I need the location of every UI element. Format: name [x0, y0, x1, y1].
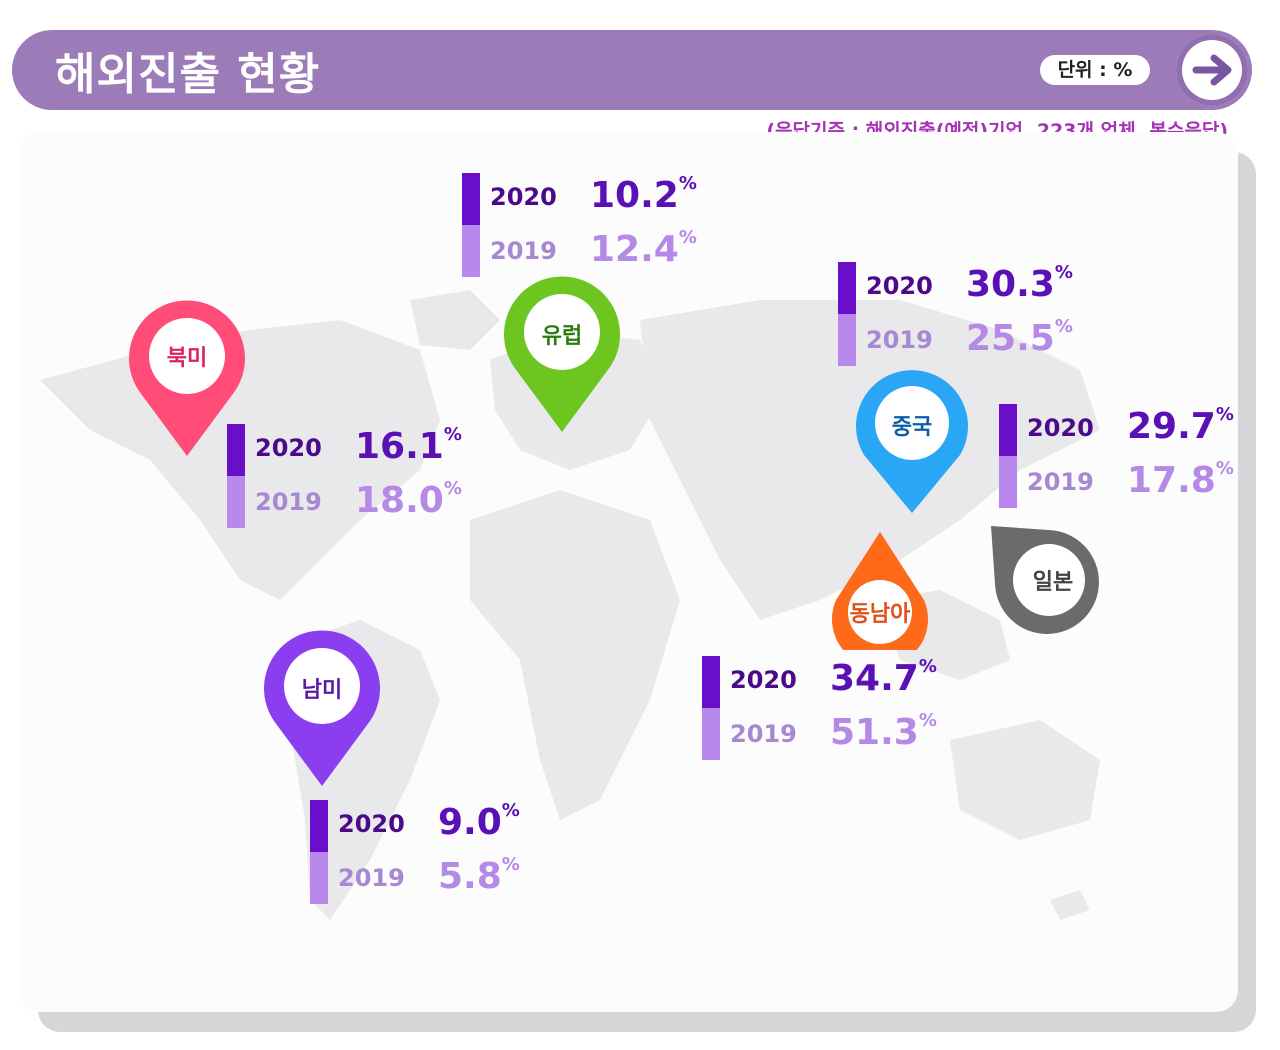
region-label-south-america: 남미: [301, 678, 343, 703]
stat-china: 2020 2019 30.3% 25.5%: [838, 262, 1088, 368]
stat-europe: 2020 2019 10.2% 12.4%: [462, 173, 712, 279]
value-2019: 12.4%: [590, 227, 697, 270]
pin-south-america: 남미: [260, 626, 384, 788]
value-2020: 29.7%: [1127, 404, 1234, 447]
page-title: 해외진출 현황: [55, 49, 321, 100]
region-label-china: 중국: [891, 415, 933, 440]
value-2019: 51.3%: [830, 710, 937, 753]
bar-2020: [227, 424, 245, 476]
year-2019-label: 2019: [338, 864, 405, 892]
bar-2019: [227, 476, 245, 528]
location-pin-icon: [832, 532, 928, 668]
map-greenland: [410, 290, 500, 350]
region-label-europe: 유럽: [541, 324, 583, 349]
location-pin-icon: [264, 630, 380, 786]
map-antarctic-islands: [1050, 890, 1090, 920]
bar-2019: [462, 225, 480, 277]
value-2019: 25.5%: [966, 316, 1073, 359]
region-label-southeast-asia: 동남아: [849, 602, 911, 627]
pin-europe: 유럽: [500, 272, 624, 434]
bar-2020: [999, 404, 1017, 456]
stat-north-america: 2020 2019 16.1% 18.0%: [227, 424, 477, 530]
pin-north-america: 북미: [125, 296, 249, 458]
value-2019: 5.8%: [438, 854, 520, 897]
year-2020-label: 2020: [255, 434, 322, 462]
year-2020-label: 2020: [490, 183, 557, 211]
year-2019-label: 2019: [490, 237, 557, 265]
arrow-right-icon: [1192, 54, 1232, 86]
map-australia: [950, 720, 1100, 840]
year-2020-label: 2020: [730, 666, 797, 694]
bar-2019: [310, 852, 328, 904]
location-pin-icon: [129, 300, 245, 456]
map-africa: [470, 490, 680, 820]
year-2019-label: 2019: [730, 720, 797, 748]
year-2019-label: 2019: [255, 488, 322, 516]
location-pin-icon: [856, 370, 968, 513]
region-label-japan: 일본: [1032, 570, 1074, 595]
bar-2019: [999, 456, 1017, 508]
bar-2020: [702, 656, 720, 708]
unit-badge: 단위 : %: [1040, 55, 1150, 85]
bar-2019: [702, 708, 720, 760]
stat-japan: 2020 2019 29.7% 17.8%: [999, 404, 1249, 510]
value-2019: 18.0%: [355, 478, 462, 521]
pin-southeast-asia: 동남아: [826, 530, 934, 668]
value-2020: 30.3%: [966, 262, 1073, 305]
bar-2020: [462, 173, 480, 225]
pin-japan: 일본: [985, 520, 1105, 634]
region-label-north-america: 북미: [166, 346, 208, 371]
stat-southeast-asia: 2020 2019 34.7% 51.3%: [702, 656, 952, 762]
value-2020: 34.7%: [830, 656, 937, 699]
year-2020-label: 2020: [866, 272, 933, 300]
year-2020-label: 2020: [1027, 414, 1094, 442]
value-2020: 9.0%: [438, 800, 520, 843]
value-2020: 16.1%: [355, 424, 462, 467]
next-arrow-button[interactable]: [1176, 34, 1248, 106]
value-2019: 17.8%: [1127, 458, 1234, 501]
location-pin-icon: [991, 526, 1099, 634]
year-2019-label: 2019: [1027, 468, 1094, 496]
value-2020: 10.2%: [590, 173, 697, 216]
bar-2020: [838, 262, 856, 314]
bar-2020: [310, 800, 328, 852]
stat-south-america: 2020 2019 9.0% 5.8%: [310, 800, 560, 906]
location-pin-icon: [504, 276, 620, 432]
bar-2019: [838, 314, 856, 366]
year-2019-label: 2019: [866, 326, 933, 354]
year-2020-label: 2020: [338, 810, 405, 838]
pin-china: 중국: [850, 365, 974, 515]
